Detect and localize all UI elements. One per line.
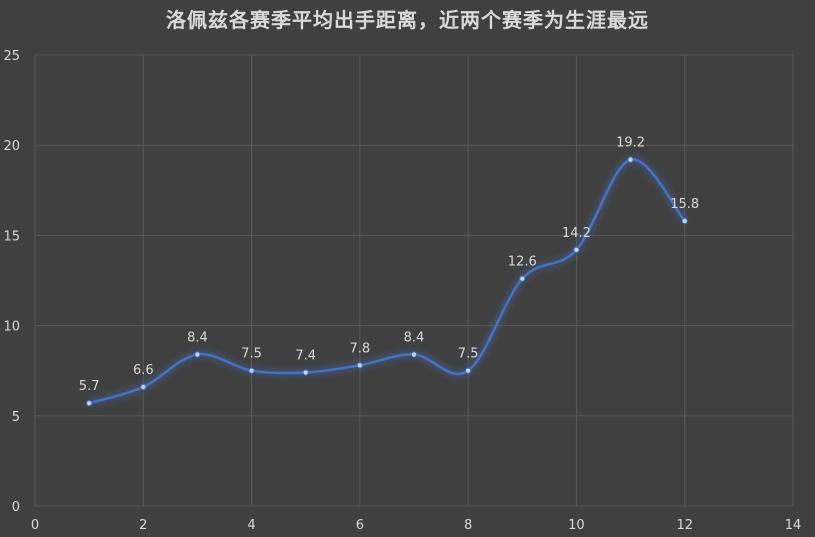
data-labels: 5.7 6.6 8.4 7.5 7.4 7.8 8.4 7.5 12.6 14.2 19.2 15.8 bbox=[79, 136, 699, 395]
data-point bbox=[194, 351, 201, 358]
data-label: 7.8 bbox=[350, 341, 371, 356]
x-tick-label: 12 bbox=[676, 518, 693, 533]
data-point bbox=[573, 246, 580, 253]
data-point bbox=[248, 367, 255, 374]
x-tick-label: 0 bbox=[31, 518, 39, 533]
data-point bbox=[86, 400, 93, 407]
x-tick-label: 6 bbox=[356, 518, 364, 533]
data-point bbox=[519, 275, 526, 282]
gridlines bbox=[34, 54, 794, 507]
data-label: 15.8 bbox=[670, 197, 699, 212]
x-tick-label: 10 bbox=[568, 518, 585, 533]
data-label: 8.4 bbox=[187, 330, 208, 345]
x-tick-label: 2 bbox=[139, 518, 147, 533]
y-tick-label: 0 bbox=[12, 500, 20, 515]
data-point bbox=[410, 351, 418, 358]
data-label: 7.5 bbox=[458, 347, 479, 362]
data-label: 7.5 bbox=[241, 347, 262, 362]
data-point bbox=[302, 369, 309, 376]
data-label: 6.6 bbox=[133, 363, 154, 378]
data-point bbox=[140, 383, 147, 391]
chart-title: 洛佩兹各赛季平均出手距离，近两个赛季为生涯最远 bbox=[166, 8, 649, 32]
data-label: 7.4 bbox=[295, 349, 316, 364]
data-point bbox=[627, 156, 634, 163]
y-tick-label: 5 bbox=[12, 410, 20, 425]
x-tick-label: 8 bbox=[464, 518, 472, 533]
series-line bbox=[88, 158, 686, 405]
data-point bbox=[465, 367, 472, 374]
x-tick-label: 4 bbox=[247, 518, 255, 533]
data-label: 12.6 bbox=[508, 255, 537, 270]
data-label: 19.2 bbox=[616, 136, 645, 151]
axes: 0 5 10 15 20 25 0 2 4 6 8 10 12 14 bbox=[3, 49, 801, 533]
y-tick-label: 10 bbox=[3, 320, 20, 335]
series-layer bbox=[86, 156, 688, 407]
data-point bbox=[356, 362, 363, 369]
data-label: 8.4 bbox=[404, 330, 425, 345]
y-tick-label: 20 bbox=[3, 139, 20, 154]
y-tick-label: 15 bbox=[3, 229, 20, 244]
x-tick-label: 14 bbox=[785, 518, 802, 533]
data-label: 14.2 bbox=[562, 226, 591, 241]
data-point bbox=[681, 217, 688, 225]
data-label: 5.7 bbox=[79, 379, 100, 394]
y-tick-label: 25 bbox=[3, 49, 20, 64]
